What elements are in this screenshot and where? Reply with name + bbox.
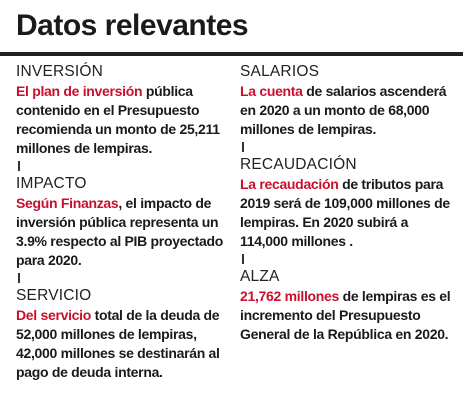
fact-body: total de la deuda de 52,000 millones de … bbox=[16, 307, 220, 380]
fact-text: La recaudación de tributos para 2019 ser… bbox=[240, 175, 455, 251]
fact-label: SALARIOS bbox=[240, 63, 320, 80]
fact-body: , el impacto de inversión pública repres… bbox=[16, 195, 224, 268]
fact-highlight: Del servicio bbox=[16, 307, 91, 323]
right-column: SALARIOS La cuenta de salarios ascenderá… bbox=[240, 62, 455, 344]
fact-body: de lempiras es el incremento del Presupu… bbox=[240, 288, 451, 342]
fact-text: El plan de inversión pública contenido e… bbox=[16, 82, 230, 158]
fact-label: RECAUDACIÓN bbox=[240, 156, 357, 173]
left-column: INVERSIÓN El plan de inversión pública c… bbox=[16, 62, 230, 382]
fact-highlight: La recaudación bbox=[240, 176, 339, 192]
fact-body: pública contenido en el Presupuesto reco… bbox=[16, 83, 220, 156]
page-title: Datos relevantes bbox=[16, 9, 249, 42]
fact-impacto: IMPACTO Según Finanzas, el impacto de in… bbox=[16, 174, 230, 270]
header-divider bbox=[0, 52, 463, 56]
fact-recaudacion: RECAUDACIÓN La recaudación de tributos p… bbox=[240, 155, 455, 251]
fact-salarios: SALARIOS La cuenta de salarios ascenderá… bbox=[240, 62, 455, 139]
fact-servicio: SERVICIO Del servicio total de la deuda … bbox=[16, 286, 230, 382]
separator bbox=[242, 254, 244, 264]
fact-label: ALZA bbox=[240, 268, 280, 285]
fact-inversion: INVERSIÓN El plan de inversión pública c… bbox=[16, 62, 230, 158]
header: Datos relevantes bbox=[0, 0, 463, 52]
fact-label: SERVICIO bbox=[16, 287, 92, 304]
fact-body: de tributos para 2019 será de 109,000 mi… bbox=[240, 176, 450, 249]
fact-alza: ALZA 21,762 millones de lempiras es el i… bbox=[240, 267, 455, 344]
fact-highlight: El plan de inversión bbox=[16, 83, 143, 99]
fact-text: La cuenta de salarios ascenderá en 2020 … bbox=[240, 82, 455, 139]
separator bbox=[18, 273, 20, 283]
fact-text: 21,762 millones de lempiras es el increm… bbox=[240, 287, 455, 344]
fact-highlight: Según Finanzas bbox=[16, 195, 119, 211]
fact-label: IMPACTO bbox=[16, 175, 87, 192]
fact-body: de salarios ascenderá en 2020 a un monto… bbox=[240, 83, 447, 137]
separator bbox=[18, 161, 20, 171]
fact-label: INVERSIÓN bbox=[16, 63, 104, 80]
fact-text: Según Finanzas, el impacto de inversión … bbox=[16, 194, 230, 270]
fact-highlight: La cuenta bbox=[240, 83, 303, 99]
fact-highlight: 21,762 millones bbox=[240, 288, 340, 304]
separator bbox=[242, 142, 244, 152]
fact-text: Del servicio total de la deuda de 52,000… bbox=[16, 306, 230, 382]
